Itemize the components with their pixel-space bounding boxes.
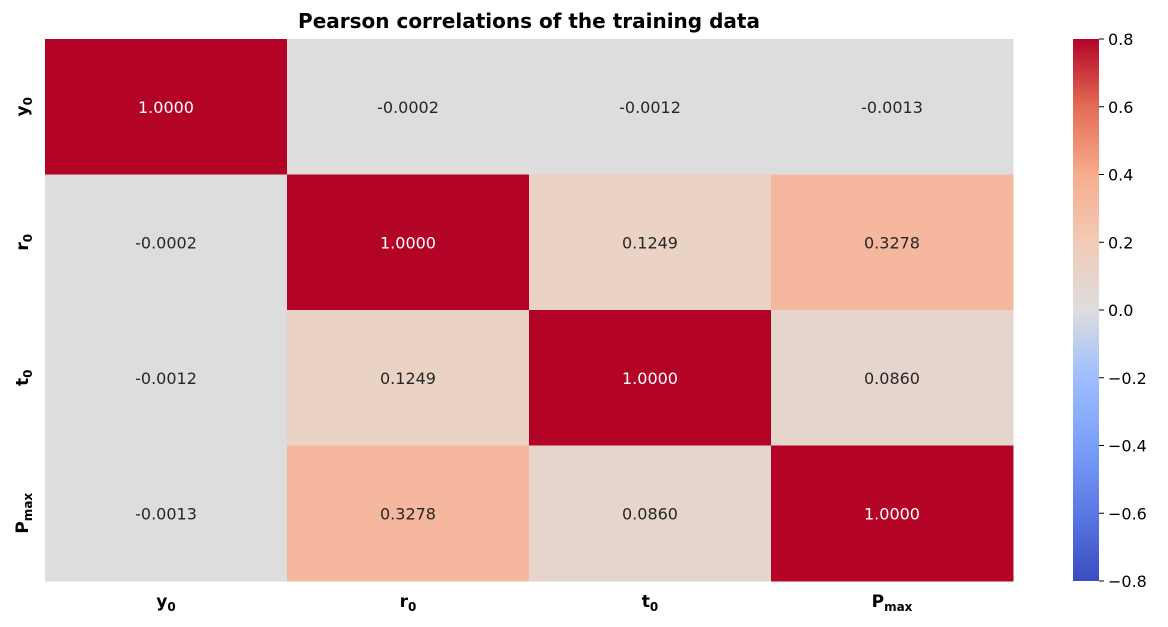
cell-value-label: -0.0012	[135, 369, 197, 388]
cell-value-label: 0.0860	[864, 369, 920, 388]
cell-value-label: 1.0000	[622, 369, 678, 388]
heatmap-cell	[287, 174, 530, 311]
cell-value-label: 0.0860	[622, 504, 678, 523]
colorbar-tick-label: 0.2	[1108, 233, 1133, 252]
colorbar-tick-label: 0.0	[1108, 301, 1133, 320]
x-tick-label: Pmax	[872, 592, 913, 614]
x-axis-labels: y0 r0 t0 Pmax	[156, 592, 912, 614]
heatmap-cell	[771, 174, 1014, 311]
colorbar-ticks: 0.8 0.6 0.4 0.2 0.0 −0.2 −0.4 −0.6 −0.8	[1099, 30, 1147, 591]
cell-value-label: -0.0013	[135, 504, 197, 523]
heatmap-cell	[529, 39, 772, 175]
heatmap-cell	[45, 310, 288, 446]
colorbar: 0.8 0.6 0.4 0.2 0.0 −0.2 −0.4 −0.6 −0.8	[1073, 30, 1147, 591]
heatmap-cell	[529, 445, 772, 582]
heatmap-cell	[771, 39, 1014, 175]
cell-value-label: 0.1249	[622, 233, 678, 252]
cell-value-label: 0.3278	[864, 233, 920, 252]
heatmap-cell	[529, 310, 772, 446]
colorbar-gradient	[1073, 39, 1099, 581]
cell-value-label: 1.0000	[380, 233, 436, 252]
cell-value-label: 1.0000	[864, 504, 920, 523]
colorbar-tick-label: −0.4	[1108, 437, 1147, 456]
y-axis-labels: y0 r0 t0 Pmax	[13, 97, 35, 534]
y-tick-label: r0	[13, 234, 35, 251]
heatmap-cell	[287, 39, 530, 175]
chart-title: Pearson correlations of the training dat…	[298, 9, 760, 33]
colorbar-tick-label: −0.2	[1108, 369, 1147, 388]
cell-value-label: -0.0002	[135, 233, 197, 252]
heatmap-cell	[287, 310, 530, 446]
heatmap-cell	[45, 174, 288, 311]
heatmap-cell	[287, 445, 530, 582]
cell-value-label: 0.3278	[380, 504, 436, 523]
cell-value-label: -0.0002	[377, 98, 439, 117]
heatmap-cells: 1.0000 -0.0002 -0.0012 -0.0013 -0.0002 1.0000…	[45, 39, 1014, 582]
y-tick-label: y0	[13, 97, 35, 116]
x-tick-label: r0	[400, 592, 417, 614]
x-tick-label: y0	[156, 592, 175, 614]
colorbar-tick-label: 0.8	[1108, 30, 1133, 49]
heatmap-cell	[45, 39, 288, 175]
heatmap-cell	[529, 174, 772, 311]
cell-value-label: 1.0000	[138, 98, 194, 117]
colorbar-tick-label: 0.6	[1108, 98, 1133, 117]
y-tick-label: t0	[13, 370, 35, 387]
colorbar-tick-label: 0.4	[1108, 166, 1133, 185]
y-tick-label: Pmax	[13, 493, 35, 534]
heatmap-cell	[45, 445, 288, 582]
heatmap-cell	[771, 445, 1014, 582]
heatmap-cell	[771, 310, 1014, 446]
cell-value-label: 0.1249	[380, 369, 436, 388]
x-tick-label: t0	[642, 592, 659, 614]
cell-value-label: -0.0013	[861, 98, 923, 117]
colorbar-tick-label: −0.8	[1108, 572, 1147, 591]
cell-value-label: -0.0012	[619, 98, 681, 117]
colorbar-tick-label: −0.6	[1108, 504, 1147, 523]
